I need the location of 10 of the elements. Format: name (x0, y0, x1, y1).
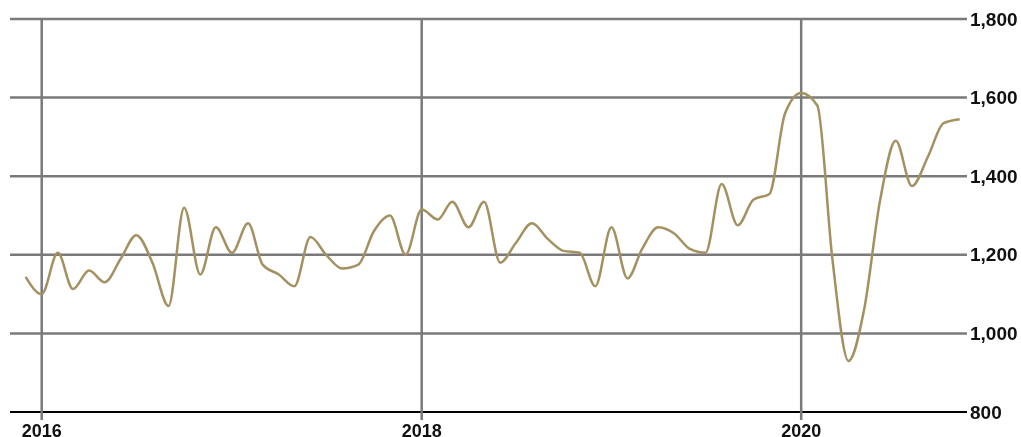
x-tick-label: 2016 (21, 421, 62, 437)
y-tick-label: 1,200 (970, 244, 1018, 266)
x-tick-label: 2020 (781, 421, 822, 437)
y-tick-label: 1,400 (970, 165, 1018, 187)
y-tick-label: 1,600 (970, 87, 1018, 109)
x-tick-label: 2018 (401, 421, 442, 437)
y-tick-label: 800 (970, 401, 1002, 423)
y-tick-label: 1,000 (970, 323, 1018, 345)
line-series (24, 91, 961, 363)
y-tick-label: 1,800 (970, 8, 1018, 30)
